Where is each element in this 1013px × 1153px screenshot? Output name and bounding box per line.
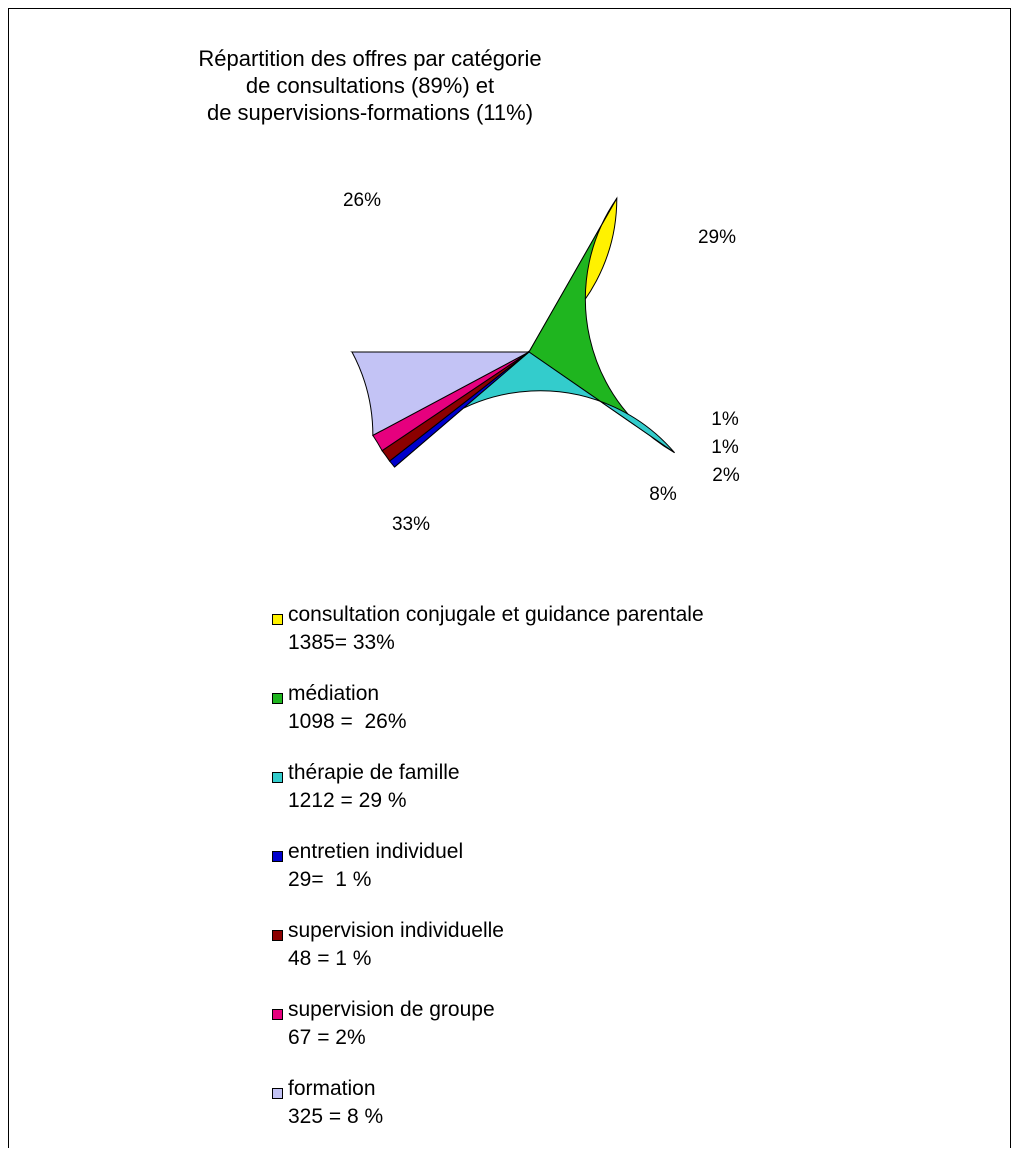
legend-swatch xyxy=(272,1088,283,1099)
chart-title-line-3: de supervisions-formations (11%) xyxy=(206,100,534,125)
legend-value: 67 = 2% xyxy=(288,1026,366,1049)
pie-slices xyxy=(350,196,675,468)
pie-slice-label: 1% xyxy=(711,437,739,458)
chart-title-line-1: Répartition des offres par catégorie xyxy=(198,46,542,71)
pie-slice-label: 8% xyxy=(649,484,677,505)
legend-swatch xyxy=(272,772,283,783)
legend-value: 1212 = 29 % xyxy=(288,789,407,812)
legend-swatch xyxy=(272,1009,283,1020)
legend-value: 48 = 1 % xyxy=(288,947,372,970)
legend-value: 29= 1 % xyxy=(288,868,372,891)
legend-label: formation xyxy=(288,1077,376,1100)
pie-labels: 33% 26% 29% 1% 1% 2% 8% xyxy=(343,190,740,535)
legend-value: 1385= 33% xyxy=(288,631,395,654)
legend-label: thérapie de famille xyxy=(288,761,460,784)
pie-slice-label: 33% xyxy=(392,514,430,535)
chart-title-line-2: de consultations (89%) et xyxy=(245,73,495,98)
pie-slice-label: 26% xyxy=(343,190,381,211)
pie-slice-label: 1% xyxy=(711,409,739,430)
chart-frame xyxy=(8,8,1011,1148)
legend-value: 325 = 8 % xyxy=(288,1105,384,1128)
pie-slice xyxy=(351,351,530,437)
legend-swatch xyxy=(272,693,283,704)
legend-swatch xyxy=(272,851,283,862)
chart-title: Répartition des offres par catégorie de … xyxy=(130,45,610,126)
pie-chart: 33% 26% 29% 1% 1% 2% 8% xyxy=(343,190,740,535)
legend-label: supervision de groupe xyxy=(288,998,495,1021)
legend-label: supervision individuelle xyxy=(288,919,504,942)
legend-swatch xyxy=(272,614,283,625)
pie-slice-label: 2% xyxy=(712,465,740,486)
legend-value: 1098 = 26% xyxy=(288,710,407,733)
pie-slice-label: 29% xyxy=(698,227,736,248)
legend-swatch xyxy=(272,930,283,941)
legend-label: consultation conjugale et guidance paren… xyxy=(288,603,704,626)
legend-label: médiation xyxy=(288,682,380,705)
legend-label: entretien individuel xyxy=(288,840,464,863)
